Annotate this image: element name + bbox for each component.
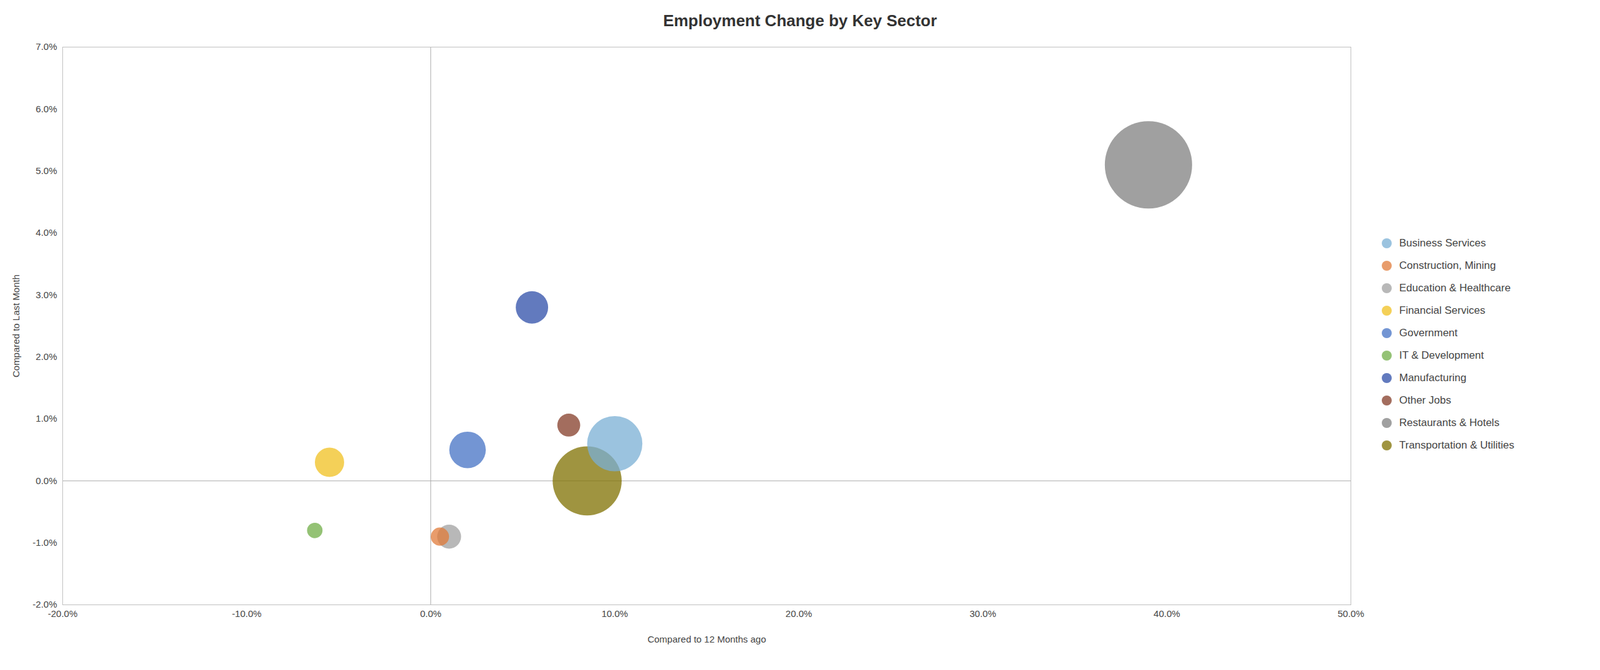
svg-text:10.0%: 10.0% [601, 607, 629, 619]
html-text:Restaurants & Hotels: Restaurants & Hotels [1399, 416, 1500, 429]
svg-text:40.0%: 40.0% [1153, 607, 1181, 619]
svg-text:7.0%: 7.0% [35, 41, 57, 52]
html-text:Education & Healthcare: Education & Healthcare [1399, 281, 1511, 294]
svg-text:5.0%: 5.0% [35, 165, 57, 176]
html-text:Employment Change by Key Secto: Employment Change by Key Sector [663, 11, 937, 30]
html-text:Transportation & Utilities: Transportation & Utilities [1399, 438, 1515, 451]
svg-text:-10.0%: -10.0% [231, 607, 262, 619]
svg-text:20.0%: 20.0% [785, 607, 813, 619]
svg-text:4.0%: 4.0% [35, 226, 57, 238]
html-text:Financial Services: Financial Services [1399, 304, 1486, 317]
html-text:Manufacturing: Manufacturing [1399, 371, 1467, 384]
svg-text:6.0%: 6.0% [35, 103, 57, 115]
html-text:Construction, Mining: Construction, Mining [1399, 259, 1496, 272]
svg-text:-2.0%: -2.0% [32, 598, 58, 610]
svg-text:2.0%: 2.0% [35, 351, 57, 362]
svg-text:1.0%: 1.0% [35, 412, 57, 424]
html-text:Business Services: Business Services [1399, 236, 1486, 249]
svg-text:Compared to 12 Months ago: Compared to 12 Months ago [647, 633, 766, 645]
html-text:IT & Development: IT & Development [1399, 349, 1484, 362]
html-text:Other Jobs: Other Jobs [1399, 394, 1452, 406]
svg-text:-20.0%: -20.0% [48, 607, 78, 619]
svg-text:0.0%: 0.0% [420, 607, 442, 619]
svg-text:-1.0%: -1.0% [32, 536, 57, 548]
svg-text:0.0%: 0.0% [35, 475, 57, 486]
svg-text:50.0%: 50.0% [1337, 607, 1365, 619]
svg-text:30.0%: 30.0% [969, 607, 997, 619]
svg-text:Compared to Last Month: Compared to Last Month [10, 274, 22, 378]
svg-text:3.0%: 3.0% [35, 289, 57, 300]
html-text:Government: Government [1399, 326, 1458, 339]
